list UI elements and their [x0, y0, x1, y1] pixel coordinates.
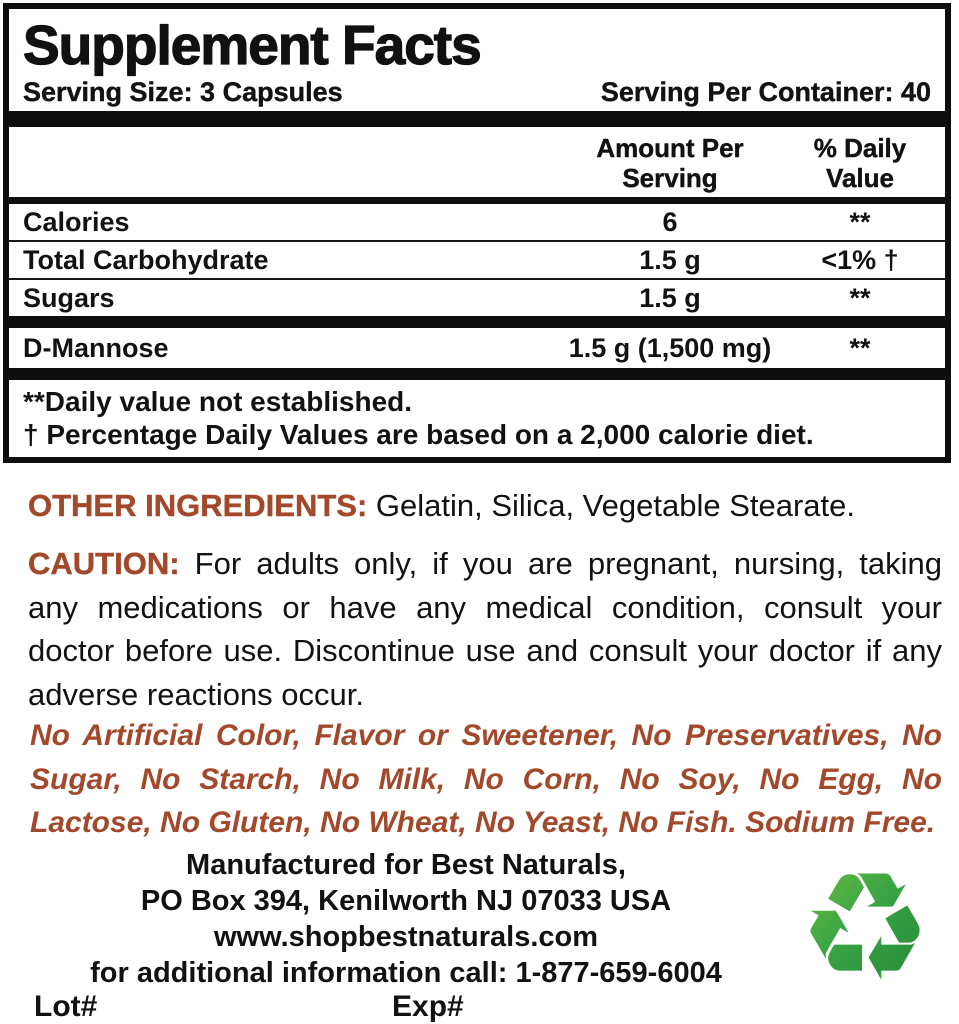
header-spacer — [23, 133, 555, 193]
divider-heavy — [9, 111, 945, 127]
other-ingredients: OTHER INGREDIENTS: Gelatin, Silica, Vege… — [28, 488, 943, 524]
claims-paragraph: No Artificial Color, Flavor or Sweetener… — [30, 719, 942, 839]
divider-thin — [9, 240, 945, 242]
other-ingredients-text: Gelatin, Silica, Vegetable Stearate. — [375, 488, 855, 523]
manufacturer-phone: for additional information call: 1-877-6… — [90, 957, 722, 989]
lot-exp-row: Lot# Exp# — [0, 990, 959, 1024]
table-row-d-mannose: D-Mannose 1.5 g (1,500 mg) ** — [9, 328, 945, 368]
table-row-calories: Calories 6 ** — [9, 204, 945, 240]
table-row-total-carbohydrate: Total Carbohydrate 1.5 g <1% † — [9, 242, 945, 278]
manufacturer-address: PO Box 394, Kenilworth NJ 07033 USA — [140, 885, 672, 917]
footnote-percent-dv: † Percentage Daily Values are based on a… — [23, 419, 814, 450]
header-amount-line1: Amount Per — [596, 133, 744, 163]
panel-title: Supplement Facts — [22, 13, 482, 76]
nutrient-amount: 1.5 g — [639, 244, 701, 275]
nutrient-amount: 6 — [662, 206, 678, 237]
table-header-row: Amount Per Serving % Daily Value — [9, 127, 945, 197]
nutrient-name: Sugars — [23, 282, 115, 313]
other-ingredients-label: OTHER INGREDIENTS: — [28, 488, 368, 523]
nutrient-amount: 1.5 g — [639, 282, 701, 313]
nutrient-dv: ** — [849, 282, 871, 313]
nutrient-name: D-Mannose — [23, 332, 169, 363]
manufacturer-website: www.shopbestnaturals.com — [213, 921, 599, 953]
nutrient-dv: <1% † — [821, 244, 899, 275]
nutrient-dv: ** — [849, 206, 871, 237]
manufacturer-line: Manufactured for Best Naturals, — [186, 849, 626, 881]
header-dv-line1: % Daily — [813, 133, 907, 163]
serving-size: Serving Size: 3 Capsules — [23, 77, 343, 107]
panel-footnotes: **Daily value not established. † Percent… — [9, 380, 945, 451]
nutrient-name: Total Carbohydrate — [23, 244, 269, 275]
supplement-facts-panel: Supplement Facts Serving Size: 3 Capsule… — [3, 3, 951, 463]
header-percent-daily-value: % Daily Value — [785, 133, 935, 193]
table-row-sugars: Sugars 1.5 g ** — [9, 280, 945, 316]
divider-medium — [9, 197, 945, 204]
header-amount-per-serving: Amount Per Serving — [555, 133, 785, 193]
caution-text: For adults only, if you are pregnant, nu… — [28, 546, 942, 712]
header-amount-line2: Serving — [622, 163, 718, 193]
caution-paragraph: CAUTION: For adults only, if you are pre… — [28, 542, 942, 716]
manufacturer-block: Manufactured for Best Naturals, PO Box 3… — [0, 847, 812, 991]
nutrient-amount: 1.5 g (1,500 mg) — [568, 332, 772, 363]
recycle-icon: ♻ — [775, 848, 955, 1008]
servings-per-container: Serving Per Container: 40 — [600, 77, 932, 107]
nutrient-name: Calories — [23, 206, 130, 237]
lot-label: Lot# — [34, 990, 98, 1023]
caution-label: CAUTION: — [28, 546, 180, 581]
nutrient-dv: ** — [849, 332, 871, 363]
footnote-daily-value: **Daily value not established. — [23, 386, 413, 417]
divider-thin — [9, 278, 945, 280]
divider-thick — [9, 316, 945, 328]
serving-info-row: Serving Size: 3 Capsules Serving Per Con… — [9, 77, 945, 107]
header-dv-line2: Value — [826, 163, 894, 193]
divider-thick — [9, 368, 945, 380]
exp-label: Exp# — [392, 990, 464, 1023]
